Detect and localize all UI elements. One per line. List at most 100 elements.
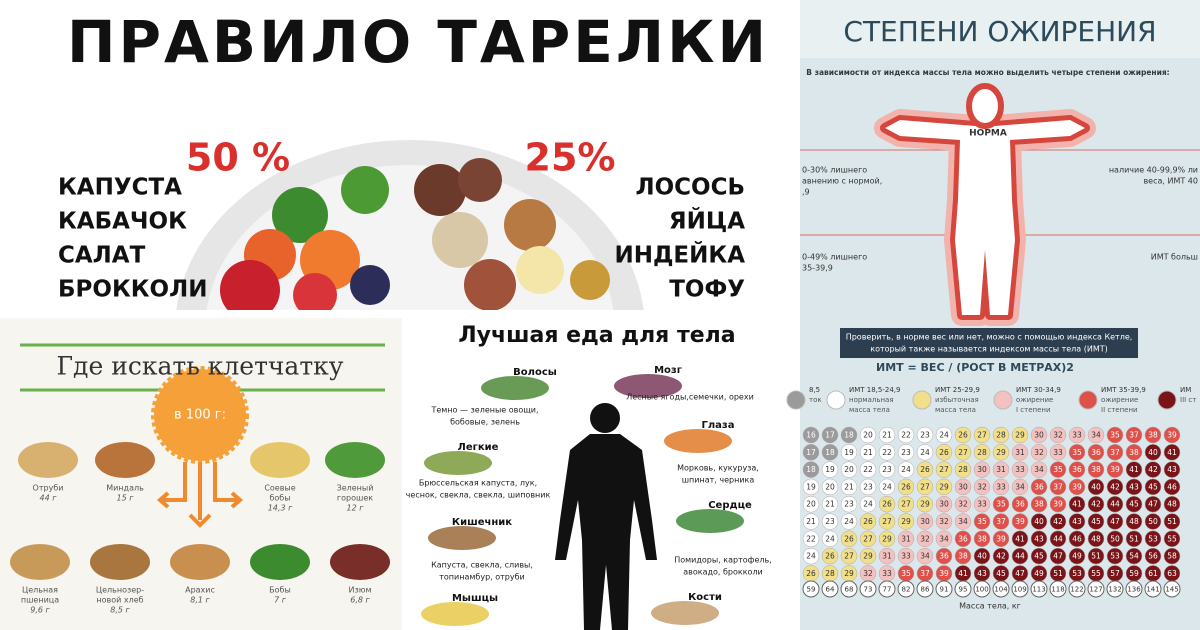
legend-swatch	[993, 390, 1013, 410]
bmi-cell	[802, 547, 820, 565]
bmi-value: 18	[844, 431, 854, 440]
bmi-cell	[821, 495, 839, 513]
food-pile	[170, 544, 230, 580]
bmi-cell	[1125, 478, 1143, 496]
bmi-value: 19	[806, 482, 816, 491]
bmi-value: 51	[1053, 569, 1063, 578]
bmi-value: 50	[1110, 534, 1120, 543]
food-image	[614, 374, 682, 398]
legend-text: избыточная	[935, 396, 979, 404]
bmi-cell	[916, 513, 934, 530]
bmi-cell	[897, 495, 915, 513]
bmi-value: 49	[1034, 569, 1044, 578]
bmi-cell	[992, 513, 1010, 530]
bmi-value: 32	[977, 482, 987, 491]
bmi-value: 34	[958, 517, 968, 526]
bmi-value: 33	[977, 500, 987, 509]
legend-text: масса тела	[935, 406, 976, 414]
bmi-value: 21	[806, 517, 816, 526]
side-note: 0-49% лишнего	[802, 253, 867, 262]
bmi-value: 33	[882, 569, 892, 578]
bmi-value: 46	[1072, 534, 1082, 543]
bmi-cell	[973, 478, 991, 496]
bmi-cell	[859, 513, 877, 530]
tomato	[220, 260, 280, 310]
bmi-cell	[1011, 444, 1029, 461]
organ-foods: топинамбур, отруби	[439, 573, 524, 582]
legend-text: ИМТ 25-29,9	[935, 386, 980, 394]
bmi-value: 61	[1148, 569, 1158, 578]
bmi-cell	[1049, 478, 1067, 496]
bmi-value: 28	[958, 465, 968, 474]
bmi-cell	[1068, 426, 1086, 444]
bmi-value: 37	[920, 569, 930, 578]
bmi-cell	[878, 426, 896, 444]
bmi-value: 21	[825, 500, 835, 509]
bmi-value: 36	[1034, 482, 1044, 491]
bmi-value: 16	[806, 431, 816, 440]
bmi-value: 31	[1015, 448, 1025, 457]
organ-foods: шпинат, черника	[682, 476, 755, 485]
bmi-value: 27	[977, 431, 987, 440]
side-note: 35-39,9	[802, 264, 833, 273]
weight-cell	[1106, 580, 1124, 598]
legend-text: ток	[809, 396, 822, 404]
bmi-cell	[1144, 478, 1162, 496]
bmi-value: 63	[1167, 569, 1177, 578]
side-note: авнению с нормой,	[802, 177, 882, 186]
food-name: Цельнозер-	[96, 586, 144, 595]
food-amount: 7 г	[274, 596, 287, 605]
bmi-value: 44	[1015, 552, 1025, 561]
bmi-cell	[916, 444, 934, 461]
bmi-value: 43	[1072, 517, 1082, 526]
bmi-value: 34	[1034, 465, 1044, 474]
weight-value: 118	[1051, 586, 1064, 594]
legend-swatch	[1078, 390, 1098, 410]
bmi-value: 22	[901, 431, 911, 440]
bmi-cell	[1087, 530, 1105, 548]
bmi-cell	[954, 426, 972, 444]
bmi-value: 51	[1091, 552, 1101, 561]
bmi-value: 31	[901, 534, 911, 543]
bmi-cell	[859, 461, 877, 478]
bmi-value: 30	[920, 517, 930, 526]
food-name: Отруби	[33, 484, 64, 493]
bmi-cell	[1106, 478, 1124, 496]
bmi-value: 24	[806, 552, 816, 561]
bmi-value: 43	[1034, 534, 1044, 543]
food-amount: 44 г	[40, 494, 58, 503]
side-note: веса, ИМТ 40	[1143, 177, 1198, 186]
side-note: наличие 40-99,9% ли	[1109, 166, 1198, 175]
meat	[458, 158, 502, 202]
organ-foods: Морковь, кукуруза,	[677, 464, 759, 473]
bmi-cell	[973, 495, 991, 513]
bmi-cell	[897, 461, 915, 478]
bmi-cell	[1163, 530, 1181, 548]
bmi-cell	[973, 444, 991, 461]
bmi-value: 24	[901, 465, 911, 474]
bmi-value: 23	[920, 431, 930, 440]
weight-cell	[1049, 580, 1067, 598]
legend-text: ИМТ 35-39,9	[1101, 386, 1146, 394]
food-item: ТОФУ	[669, 277, 745, 303]
bmi-cell	[916, 461, 934, 478]
weight-value: 77	[883, 586, 892, 594]
bmi-value: 39	[1072, 482, 1082, 491]
percent: 50 %	[186, 136, 290, 180]
bmi-cell	[1125, 461, 1143, 478]
bmi-cell	[1087, 461, 1105, 478]
obesity-header	[800, 0, 1200, 58]
bmi-cell	[935, 513, 953, 530]
bmi-value: 27	[939, 465, 949, 474]
weight-cell	[859, 580, 877, 598]
food-name: Бобы	[269, 586, 291, 595]
organ-label: Кости	[688, 592, 722, 603]
food-pile	[95, 442, 155, 478]
bmi-cell	[1125, 495, 1143, 513]
bmi-value: 34	[920, 552, 930, 561]
legend-text: III ст	[1180, 396, 1196, 404]
weight-cell	[1125, 580, 1143, 598]
bmi-value: 22	[806, 534, 816, 543]
organ-label: Мозг	[654, 365, 682, 376]
bmi-cell	[1125, 513, 1143, 530]
